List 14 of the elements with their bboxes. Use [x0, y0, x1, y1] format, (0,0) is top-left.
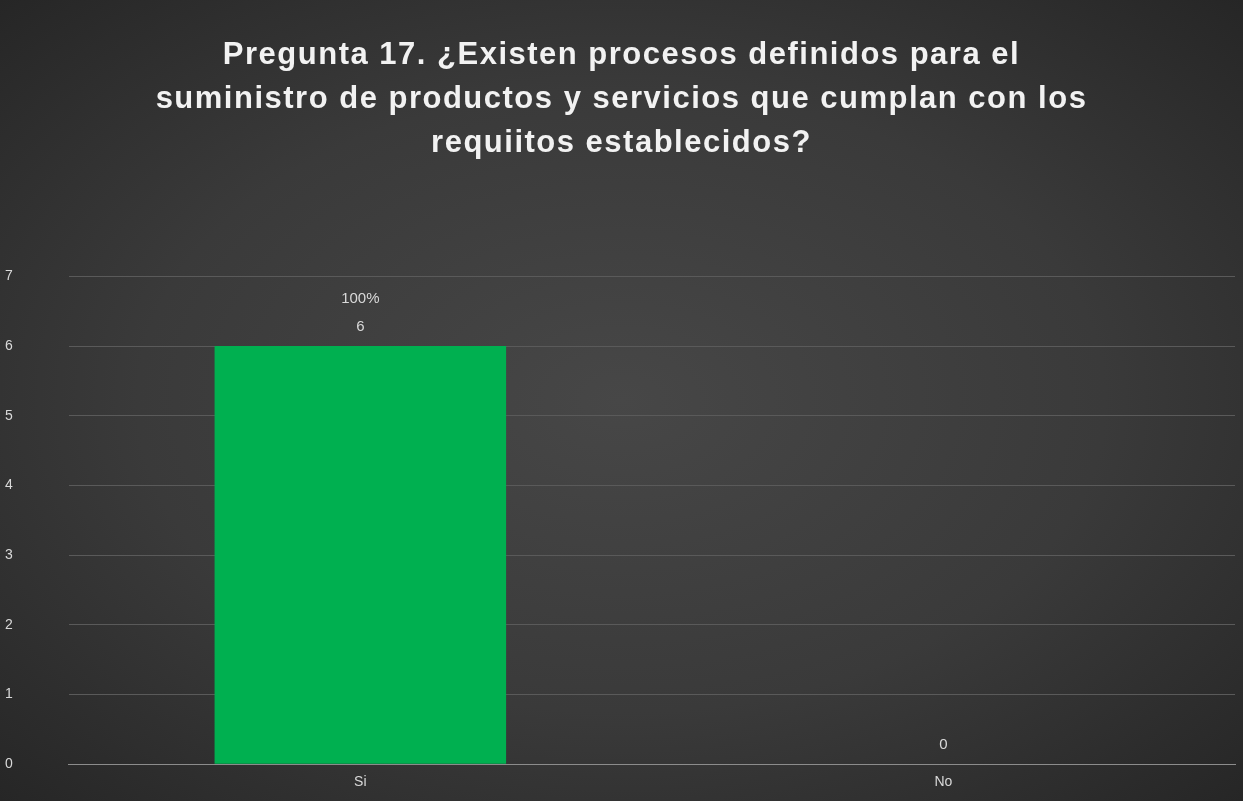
y-tick-label: 5 — [5, 406, 13, 423]
x-tick-label: No — [934, 773, 953, 790]
y-tick-label: 6 — [5, 336, 13, 353]
chart-title: Pregunta 17. ¿Existen procesos definidos para el suministro de productos y servicios que cumplan con los requiitos establecidos? — [154, 35, 1089, 161]
data-label: 0 — [939, 734, 948, 752]
y-tick-label: 1 — [5, 685, 13, 702]
annotation: 100% — [341, 288, 380, 306]
y-tick-label: 0 — [5, 755, 13, 772]
data-label: 6 — [356, 316, 365, 334]
y-tick-label: 2 — [5, 615, 13, 632]
x-tick-label: Si — [354, 773, 367, 790]
y-tick-label: 3 — [5, 546, 13, 562]
y-tick-label: 4 — [5, 476, 13, 493]
y-tick-label: 7 — [5, 267, 13, 284]
